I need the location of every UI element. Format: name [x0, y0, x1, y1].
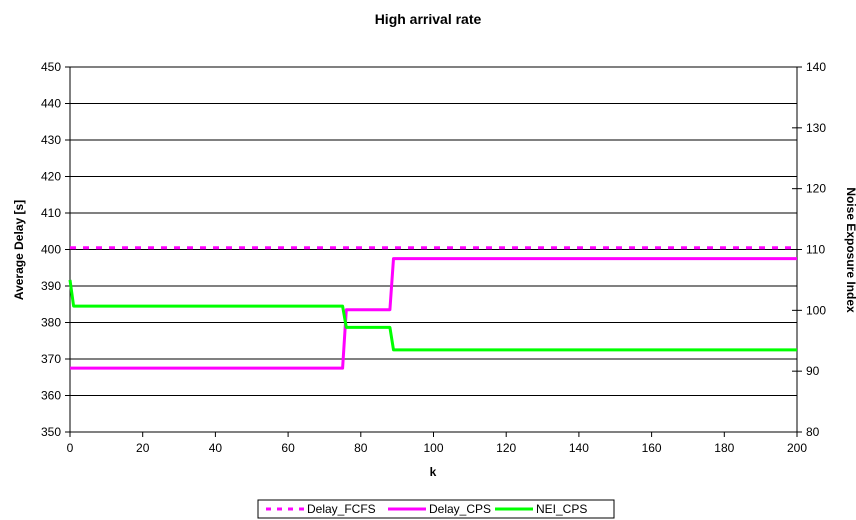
- y-tick-label: 400: [41, 243, 61, 257]
- x-tick-label: 120: [496, 441, 516, 455]
- x-tick-label: 0: [67, 441, 74, 455]
- legend-label: Delay_CPS: [429, 502, 491, 516]
- y-tick-label: 390: [41, 279, 61, 293]
- y2-tick-label: 110: [806, 243, 825, 257]
- x-tick-label: 100: [423, 441, 443, 455]
- series-line-nei-cps: [68, 279, 797, 352]
- legend-label: Delay_FCFS: [307, 502, 376, 516]
- x-tick-label: 60: [281, 441, 295, 455]
- y-tick-label: 440: [41, 97, 61, 111]
- x-tick-label: 200: [787, 441, 807, 455]
- y-tick-label: 360: [41, 389, 61, 403]
- x-axis-label: k: [430, 465, 437, 479]
- y2-tick-label: 130: [806, 121, 826, 135]
- y2-tick-label: 80: [806, 425, 820, 439]
- x-axis: 0 20 40 60 80 100 120 140 160 180 200: [67, 432, 807, 455]
- x-tick-label: 80: [354, 441, 368, 455]
- y-tick-label: 370: [41, 352, 61, 366]
- legend-box: [257, 499, 615, 519]
- legend: Delay_FCFS Delay_CPS NEI_CPS: [257, 499, 615, 519]
- y-axis-left: 350 360 370 380 390 400 410 420 430 440 450: [41, 60, 70, 439]
- y-tick-label: 420: [41, 170, 61, 184]
- y2-axis-label: Noise Exposure Index: [844, 187, 856, 313]
- y-tick-label: 430: [41, 133, 61, 147]
- y-axis-right: 80 90 100 110 120 130 140: [792, 60, 826, 439]
- y-tick-label: 450: [41, 60, 61, 74]
- series-group: [68, 246, 797, 370]
- y2-tick-label: 120: [806, 182, 826, 196]
- y-axis-label: Average Delay [s]: [12, 200, 26, 300]
- chart-title: High arrival rate: [375, 11, 482, 27]
- y-tick-label: 380: [41, 316, 61, 330]
- x-tick-label: 180: [714, 441, 734, 455]
- y-tick-label: 350: [41, 425, 61, 439]
- x-tick-label: 20: [136, 441, 150, 455]
- y2-tick-label: 90: [806, 364, 820, 378]
- gridlines: [70, 66, 797, 433]
- series-line-delay-cps: [70, 257, 797, 370]
- x-tick-label: 40: [209, 441, 223, 455]
- x-tick-label: 160: [642, 441, 662, 455]
- y2-tick-label: 140: [806, 60, 826, 74]
- y2-tick-label: 100: [806, 303, 826, 317]
- y-tick-label: 410: [41, 206, 61, 220]
- x-tick-label: 140: [569, 441, 589, 455]
- legend-label: NEI_CPS: [536, 502, 587, 516]
